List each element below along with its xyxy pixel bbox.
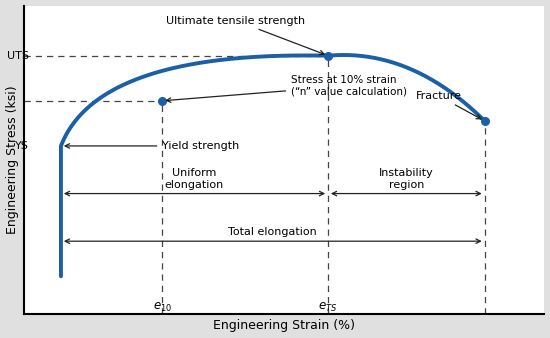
Text: $e_{10}$: $e_{10}$ bbox=[153, 301, 172, 314]
Text: Instability
region: Instability region bbox=[379, 168, 434, 190]
Text: $e_{TS}$: $e_{TS}$ bbox=[318, 301, 338, 314]
Point bbox=[480, 118, 489, 124]
Text: YS: YS bbox=[15, 141, 29, 151]
Point bbox=[158, 98, 167, 103]
Point bbox=[323, 53, 332, 58]
Text: Ultimate tensile strength: Ultimate tensile strength bbox=[166, 16, 324, 55]
Text: Uniform
elongation: Uniform elongation bbox=[165, 168, 224, 190]
Text: Total elongation: Total elongation bbox=[228, 227, 317, 237]
Text: Yield strength: Yield strength bbox=[65, 141, 239, 151]
Text: UTS: UTS bbox=[7, 51, 29, 61]
X-axis label: Engineering Strain (%): Engineering Strain (%) bbox=[213, 319, 355, 333]
Text: Stress at 10% strain
(“n” value calculation): Stress at 10% strain (“n” value calculat… bbox=[167, 75, 407, 102]
Y-axis label: Engineering Stress (ksi): Engineering Stress (ksi) bbox=[6, 86, 19, 234]
Text: Fracture: Fracture bbox=[415, 91, 481, 119]
